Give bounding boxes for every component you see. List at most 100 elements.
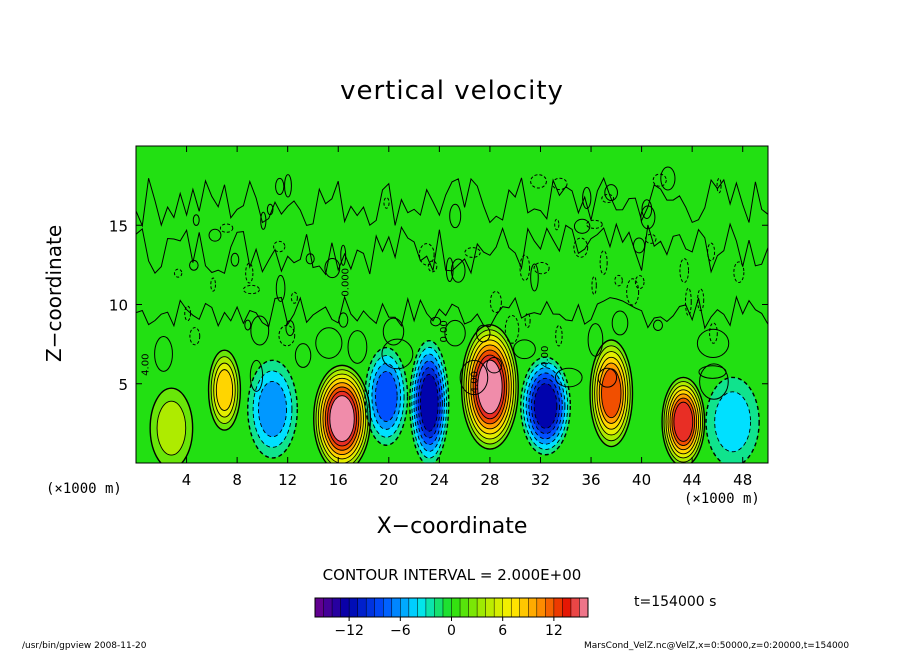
contour-cell-3-level-4	[320, 377, 364, 460]
contour-low-11	[294, 343, 312, 368]
cell-5-level-6	[420, 374, 439, 432]
contour-cell-1-level-3	[213, 362, 236, 418]
contour-cell-6-level-8	[477, 359, 503, 415]
contour-eddy-2	[230, 252, 240, 267]
contour-eddy-41	[652, 173, 667, 187]
colorbar-swatch	[391, 598, 401, 617]
contour-low-1	[696, 328, 730, 358]
colorbar-swatch	[417, 598, 427, 617]
contour-cell-1-level-1	[207, 349, 242, 431]
contour-low-14	[249, 359, 264, 392]
contour-cell-7-level-4	[528, 372, 563, 440]
contour-eddy-54	[604, 184, 618, 202]
contour-cell-3-level-7	[327, 390, 357, 447]
contour-eddy-35	[573, 218, 591, 234]
contour-eddy-15	[418, 243, 435, 266]
contour-cell-9-level-6	[671, 397, 696, 447]
contour-low-4	[486, 357, 503, 374]
x-tick-label: 4	[182, 471, 192, 489]
contour-eddy-68	[533, 261, 550, 275]
contour-eddy-22	[476, 324, 491, 343]
contour-eddy-7	[660, 166, 676, 191]
contour-low-0	[554, 367, 583, 388]
contour-low-10	[382, 317, 405, 346]
x-tick-label: 24	[430, 471, 449, 489]
contour-cell-3-level-3	[317, 373, 367, 463]
contour-label: 4.00	[469, 371, 480, 393]
contour-eddy-9	[530, 263, 539, 292]
contour-eddy-24	[275, 274, 286, 302]
colorbar-swatch	[349, 598, 359, 617]
colorbar-swatch	[323, 598, 333, 617]
x-tick-label: 20	[379, 471, 398, 489]
contour-band-2	[136, 176, 768, 228]
contour-cell-5-level-5	[417, 367, 441, 439]
contour-cell-5-level-6	[419, 373, 439, 432]
colorbar-swatch	[553, 598, 563, 617]
contour-cell-7-level-1	[520, 356, 572, 456]
colorbar-swatch	[468, 598, 478, 617]
contour-eddy-61	[555, 325, 563, 347]
contour-eddy-31	[601, 193, 615, 204]
contour-cell-10-level-2	[714, 391, 751, 453]
footer-file-info: MarsCond_VelZ.nc@VelZ,x=0:50000,z=0:2000…	[584, 641, 850, 651]
colorbar-swatch	[502, 598, 512, 617]
colorbar: −12 −6 0 6 12	[314, 597, 589, 639]
contour-eddy-69	[450, 258, 466, 283]
contour-eddy-33	[273, 240, 286, 253]
contour-low-8	[250, 315, 270, 346]
x-unit-label-left: (×1000 m)	[46, 481, 122, 497]
contour-eddy-28	[278, 324, 296, 347]
contour-eddy-65	[275, 177, 285, 195]
colorbar-swatch	[374, 598, 384, 617]
contour-eddy-19	[260, 211, 267, 230]
x-tick-label: 8	[232, 471, 242, 489]
contour-low-15	[154, 336, 173, 372]
contour-eddy-5	[524, 312, 531, 328]
contour-cell-8-level-1	[589, 339, 634, 448]
x-axis-label: X−coordinate	[376, 514, 528, 539]
contour-cell-9-level-7	[673, 401, 694, 442]
colorbar-swatch	[383, 598, 393, 617]
contour-eddy-56	[530, 174, 547, 189]
x-tick-label: 40	[632, 471, 651, 489]
x-tick-label: 48	[733, 471, 752, 489]
contour-cell-3-level-5	[322, 382, 362, 456]
colorbar-swatch	[408, 598, 418, 617]
contour-eddy-46	[290, 291, 298, 304]
contour-eddy-52	[208, 228, 222, 242]
colorbar-swatch	[451, 598, 461, 617]
x-tick-label: 32	[531, 471, 550, 489]
cell-7-level-6	[534, 383, 557, 429]
contour-cell-4-level-3	[371, 363, 402, 430]
contour-eddy-53	[582, 186, 592, 210]
cell-4-level-4	[375, 371, 398, 422]
contour-eddy-60	[192, 214, 200, 226]
contour-eddy-62	[324, 257, 341, 279]
contour-eddy-3	[489, 290, 502, 314]
contour-cell-6-level-1	[460, 324, 519, 450]
colorbar-tick-label: 0	[447, 623, 456, 639]
cell-2-level-3	[258, 381, 287, 437]
contour-cell-6-level-4	[468, 339, 512, 435]
contour-band-1	[136, 222, 768, 276]
contour-eddy-13	[184, 305, 192, 322]
contour-eddy-18	[445, 257, 454, 283]
contour-low-9	[459, 359, 489, 396]
contour-label: 4.00	[540, 346, 551, 368]
time-label: t=154000 s	[634, 594, 717, 610]
contour-eddy-51	[707, 242, 716, 262]
contour-eddy-47	[305, 253, 315, 265]
cell-10-level-2	[714, 391, 751, 452]
contour-cell-7-level-6	[533, 383, 558, 429]
contour-eddy-14	[338, 312, 349, 328]
contour-eddy-6	[552, 177, 568, 191]
chart-title: vertical velocity	[340, 76, 564, 106]
contour-eddy-59	[641, 199, 653, 219]
colorbar-swatch	[511, 598, 521, 617]
contour-cell-5-level-4	[415, 360, 443, 446]
contour-cell-4-level-1	[364, 346, 409, 446]
colorbar-swatch	[442, 598, 452, 617]
contour-label: 4.00	[141, 354, 152, 376]
